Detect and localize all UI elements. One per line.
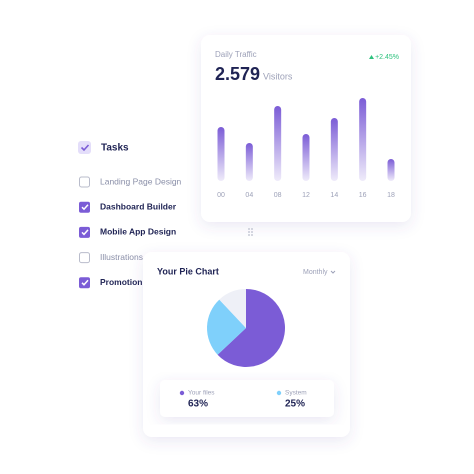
task-label: Mobile App Design [100, 227, 176, 237]
x-tick-label: 00 [217, 192, 225, 199]
traffic-card: Daily Traffic +2.45% 2.579 Visitors 00 04… [201, 35, 411, 222]
x-tick-label: 12 [302, 192, 310, 199]
check-icon [81, 279, 89, 286]
task-label: Promotion [100, 277, 143, 287]
change: +2.45% [375, 54, 399, 61]
checkbox[interactable] [79, 201, 90, 213]
card [201, 35, 411, 222]
value-label: 25% [285, 399, 305, 410]
bar [330, 118, 338, 181]
bar [359, 98, 367, 181]
value-label: 63% [188, 399, 208, 410]
task-label: Illustrations [100, 252, 143, 262]
bar [387, 159, 395, 181]
check-icon [81, 204, 89, 211]
bar [302, 134, 310, 181]
drag-handle[interactable] [248, 228, 253, 236]
x-tick-label: 08 [274, 192, 282, 199]
legend-label: Your files [188, 390, 215, 397]
header-checkbox[interactable] [78, 141, 91, 154]
checkbox[interactable] [79, 252, 90, 264]
checkbox[interactable] [79, 277, 90, 289]
legend-dot [276, 390, 282, 396]
checkbox[interactable] [79, 226, 90, 238]
headline: 2.579 [215, 64, 260, 84]
legend-box [160, 380, 334, 417]
x-tick-label: 04 [245, 192, 253, 199]
task-label: Landing Page Design [100, 176, 182, 186]
bar [217, 127, 225, 181]
check-icon [80, 144, 90, 152]
check-icon [81, 229, 89, 236]
bar [245, 143, 253, 181]
x-tick-label: 18 [387, 192, 395, 199]
pie-card: Your Pie Chart Monthly Your files 63% Syst… [143, 252, 350, 437]
tasks-title: Tasks [101, 143, 129, 154]
pie-slice [217, 289, 285, 367]
task-list: Tasks Landing Page Design Dashboard Build… [78, 141, 182, 289]
bar [274, 106, 282, 181]
headline-unit: Visitors [263, 71, 293, 81]
task-label: Dashboard Builder [100, 201, 177, 211]
checkbox[interactable] [79, 176, 90, 188]
legend-label: System [285, 390, 307, 397]
card-title: Your Pie Chart [157, 266, 219, 276]
card-title: Daily Traffic [215, 50, 257, 59]
dropdown-icon[interactable] [330, 270, 336, 274]
pie-slice [207, 299, 246, 355]
legend-dot [179, 390, 185, 396]
up-arrow [369, 55, 374, 59]
period-filter[interactable]: Monthly [303, 269, 328, 276]
x-tick-label: 14 [330, 192, 338, 199]
pie-slice [219, 289, 246, 328]
x-tick-label: 16 [359, 192, 367, 199]
